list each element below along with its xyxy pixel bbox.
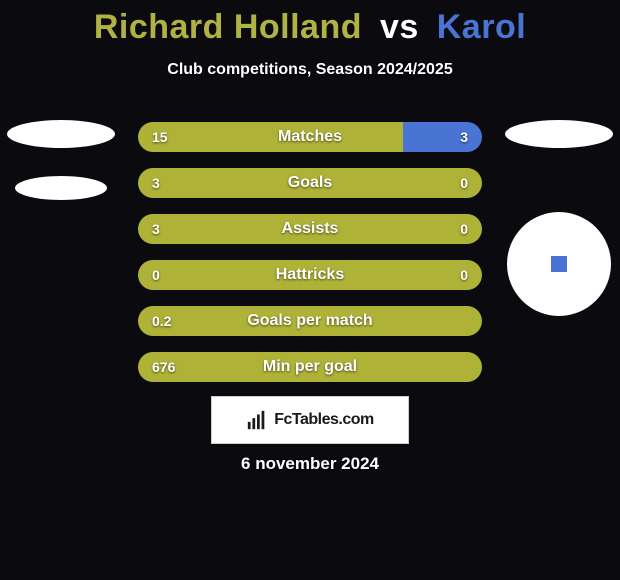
- bar-segment-left: [138, 260, 482, 290]
- footer-date: 6 november 2024: [0, 454, 620, 474]
- player2-name: Karol: [437, 8, 526, 46]
- left-logos: [6, 120, 116, 200]
- vs-text: vs: [380, 8, 419, 46]
- right-logos: [504, 120, 614, 316]
- player1-name: Richard Holland: [94, 8, 362, 46]
- bar-segment-right: [403, 122, 482, 152]
- stat-bars: Matches153 Goals30 Assists30 Hattricks00 Goa…: [138, 122, 482, 382]
- logo-ellipse-icon: [7, 120, 115, 148]
- stat-row: Matches153: [138, 122, 482, 152]
- logo-inner-icon: [551, 256, 567, 272]
- logo-ellipse-icon: [15, 176, 107, 200]
- logo-circle-icon: [507, 212, 611, 316]
- stat-row: Min per goal676: [138, 352, 482, 382]
- chart-icon: [246, 409, 268, 431]
- comparison-title: Richard Holland vs Karol: [0, 0, 620, 47]
- brand-badge: FcTables.com: [211, 396, 409, 444]
- stat-row: Assists30: [138, 214, 482, 244]
- bar-segment-left: [138, 214, 482, 244]
- bar-segment-left: [138, 352, 482, 382]
- logo-ellipse-icon: [505, 120, 613, 148]
- brand-text: FcTables.com: [274, 411, 374, 429]
- bar-segment-left: [138, 306, 482, 336]
- bar-segment-left: [138, 122, 403, 152]
- stat-row: Goals per match0.2: [138, 306, 482, 336]
- bar-segment-left: [138, 168, 482, 198]
- stat-row: Hattricks00: [138, 260, 482, 290]
- subtitle: Club competitions, Season 2024/2025: [0, 61, 620, 79]
- stat-row: Goals30: [138, 168, 482, 198]
